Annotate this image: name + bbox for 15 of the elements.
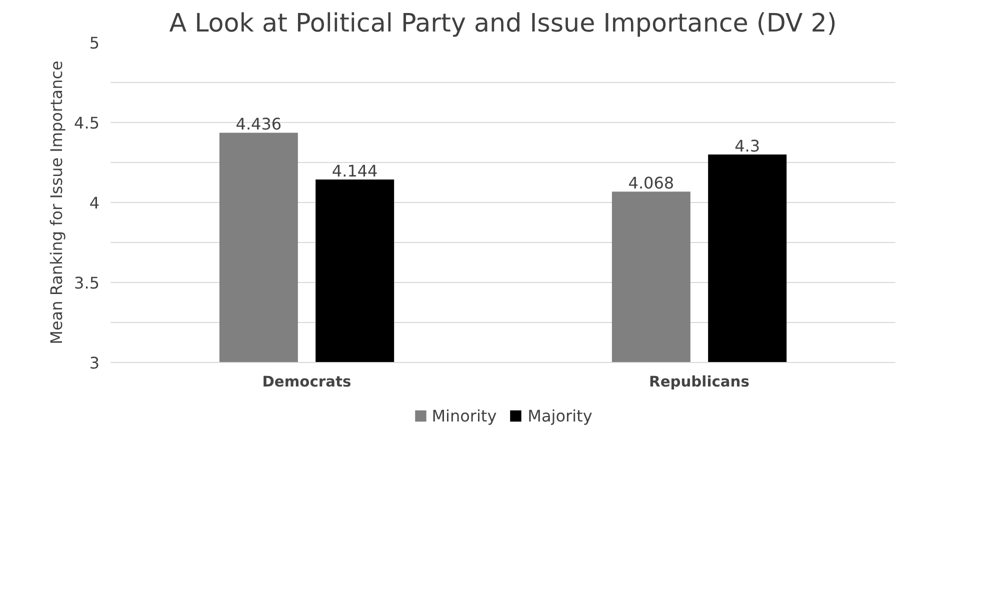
data-label: 4.436 — [236, 114, 282, 134]
legend-label: Minority — [432, 406, 497, 425]
y-tick-label: 3.5 — [74, 274, 100, 292]
y-tick-label: 3 — [89, 354, 100, 372]
data-label: 4.068 — [628, 174, 674, 193]
data-label: 4.144 — [332, 161, 378, 180]
y-tick-label: 4.5 — [74, 114, 100, 132]
legend-label: Majority — [528, 406, 592, 425]
x-tick-label: Democrats — [262, 374, 352, 390]
y-tick-label: 5 — [89, 34, 100, 52]
y-axis-title: Mean Ranking for Issue Importance — [47, 60, 66, 344]
chart-title: A Look at Political Party and Issue Importance (DV 2) — [169, 8, 837, 38]
x-tick-label: Republicans — [649, 374, 750, 390]
data-label: 4.3 — [734, 136, 760, 156]
y-tick-label: 4 — [89, 194, 100, 212]
